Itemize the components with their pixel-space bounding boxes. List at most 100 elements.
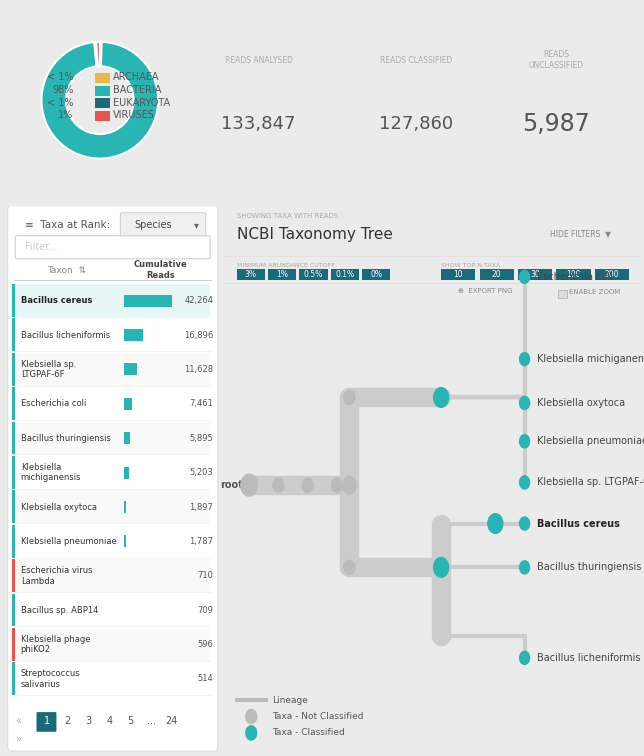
Bar bbox=[15, 456, 210, 488]
Text: 16,896: 16,896 bbox=[184, 330, 213, 339]
Text: 710: 710 bbox=[198, 572, 213, 581]
Circle shape bbox=[520, 396, 529, 410]
Bar bbox=[124, 501, 126, 513]
Text: 0.5%: 0.5% bbox=[304, 270, 323, 279]
Text: Klebsiella oxytoca: Klebsiella oxytoca bbox=[537, 398, 625, 408]
Text: NCBI Taxonomy Tree: NCBI Taxonomy Tree bbox=[236, 227, 392, 241]
Text: 0%: 0% bbox=[370, 270, 382, 279]
Text: Bacillus licheniformis: Bacillus licheniformis bbox=[21, 330, 110, 339]
Text: Klebsiella michiganensis: Klebsiella michiganensis bbox=[537, 354, 644, 364]
Text: Klebsiella sp. LTGPAF-6F: Klebsiella sp. LTGPAF-6F bbox=[537, 478, 644, 488]
Bar bbox=[12, 387, 15, 420]
Circle shape bbox=[520, 476, 529, 489]
Text: Taxon  ⇅: Taxon ⇅ bbox=[47, 266, 86, 275]
Bar bbox=[12, 456, 15, 488]
Bar bbox=[15, 593, 210, 626]
Text: Bacillus sp. ABP14: Bacillus sp. ABP14 bbox=[21, 606, 98, 615]
Text: BACTERIA: BACTERIA bbox=[113, 85, 161, 94]
Text: SHOWING TAXA WITH READS: SHOWING TAXA WITH READS bbox=[236, 212, 337, 218]
Circle shape bbox=[344, 390, 355, 404]
Bar bbox=[15, 559, 210, 592]
Circle shape bbox=[520, 651, 529, 665]
Bar bbox=[15, 422, 210, 454]
Text: Cumulative
Reads: Cumulative Reads bbox=[134, 260, 188, 280]
Text: 7,461: 7,461 bbox=[189, 399, 213, 408]
Bar bbox=[12, 628, 15, 661]
Text: «: « bbox=[15, 716, 21, 726]
Text: Klebsiella pneumoniae: Klebsiella pneumoniae bbox=[21, 537, 117, 546]
Text: ⊕  EXPORT PNG: ⊕ EXPORT PNG bbox=[458, 288, 513, 294]
Text: EUKARYOTA: EUKARYOTA bbox=[113, 98, 170, 107]
Text: Lineage: Lineage bbox=[272, 696, 308, 705]
Bar bbox=[480, 268, 514, 280]
Text: 4: 4 bbox=[106, 716, 113, 726]
Text: 100: 100 bbox=[566, 270, 581, 279]
Text: SHOW TOP N TAXA: SHOW TOP N TAXA bbox=[441, 263, 500, 268]
Text: < 1%: < 1% bbox=[47, 72, 73, 82]
Text: Filter...: Filter... bbox=[25, 242, 57, 253]
Circle shape bbox=[241, 474, 258, 496]
Text: 20: 20 bbox=[492, 270, 502, 279]
Bar bbox=[594, 268, 629, 280]
Text: Klebsiella pneumoniae: Klebsiella pneumoniae bbox=[537, 436, 644, 446]
Text: 10: 10 bbox=[453, 270, 463, 279]
Bar bbox=[124, 535, 126, 547]
FancyBboxPatch shape bbox=[37, 712, 57, 732]
Text: ...: ... bbox=[147, 716, 155, 726]
Text: Bacillus licheniformis: Bacillus licheniformis bbox=[537, 653, 641, 663]
Bar bbox=[15, 318, 210, 351]
Text: READS
UNCLASSIFIED: READS UNCLASSIFIED bbox=[529, 51, 584, 70]
Text: 24: 24 bbox=[166, 716, 178, 726]
Bar bbox=[95, 111, 109, 121]
Bar bbox=[124, 329, 143, 341]
Bar bbox=[441, 268, 475, 280]
Text: 11,628: 11,628 bbox=[184, 365, 213, 374]
Circle shape bbox=[332, 478, 342, 492]
Text: Bacillus cereus: Bacillus cereus bbox=[21, 296, 92, 305]
Bar bbox=[518, 268, 552, 280]
Bar bbox=[15, 628, 210, 661]
Text: Streptococcus
salivarius: Streptococcus salivarius bbox=[21, 669, 80, 689]
Bar bbox=[124, 398, 132, 410]
Bar bbox=[15, 284, 210, 317]
Bar bbox=[15, 491, 210, 523]
Text: 0.1%: 0.1% bbox=[335, 270, 354, 279]
Bar bbox=[95, 98, 109, 108]
Text: HIDE FILTERS  ▼: HIDE FILTERS ▼ bbox=[549, 229, 611, 238]
Text: < 1%: < 1% bbox=[47, 98, 73, 107]
Text: 3: 3 bbox=[86, 716, 91, 726]
Bar bbox=[124, 364, 137, 376]
Text: 42,264: 42,264 bbox=[184, 296, 213, 305]
Circle shape bbox=[344, 560, 355, 575]
Bar bbox=[124, 432, 130, 445]
Circle shape bbox=[433, 557, 449, 578]
Circle shape bbox=[343, 476, 356, 494]
Text: 2: 2 bbox=[64, 716, 71, 726]
Text: 3%: 3% bbox=[245, 270, 257, 279]
Text: »: » bbox=[15, 733, 21, 743]
Text: Bacillus thuringiensis: Bacillus thuringiensis bbox=[537, 562, 641, 572]
Text: Escherichia coli: Escherichia coli bbox=[537, 272, 613, 282]
Text: Escherichia virus
Lambda: Escherichia virus Lambda bbox=[21, 566, 92, 585]
Text: 5,203: 5,203 bbox=[190, 468, 213, 477]
Bar bbox=[15, 353, 210, 386]
Text: 1,897: 1,897 bbox=[189, 503, 213, 512]
Bar bbox=[12, 284, 15, 317]
Bar bbox=[556, 268, 591, 280]
Text: 5: 5 bbox=[127, 716, 133, 726]
Text: 30: 30 bbox=[530, 270, 540, 279]
Bar bbox=[12, 662, 15, 695]
Bar bbox=[15, 525, 210, 557]
Bar bbox=[124, 295, 172, 307]
Bar bbox=[558, 290, 567, 298]
Circle shape bbox=[520, 435, 529, 448]
Wedge shape bbox=[94, 42, 98, 67]
Circle shape bbox=[302, 478, 313, 492]
Text: READS ANALYSED: READS ANALYSED bbox=[225, 56, 292, 64]
Circle shape bbox=[246, 709, 257, 723]
Bar bbox=[12, 318, 15, 351]
Wedge shape bbox=[41, 42, 158, 159]
Text: Klebsiella sp.
LTGPAF-6F: Klebsiella sp. LTGPAF-6F bbox=[21, 360, 76, 380]
Text: MINIMUM ABUNDANCE CUTOFF: MINIMUM ABUNDANCE CUTOFF bbox=[236, 263, 334, 268]
Wedge shape bbox=[100, 42, 102, 67]
